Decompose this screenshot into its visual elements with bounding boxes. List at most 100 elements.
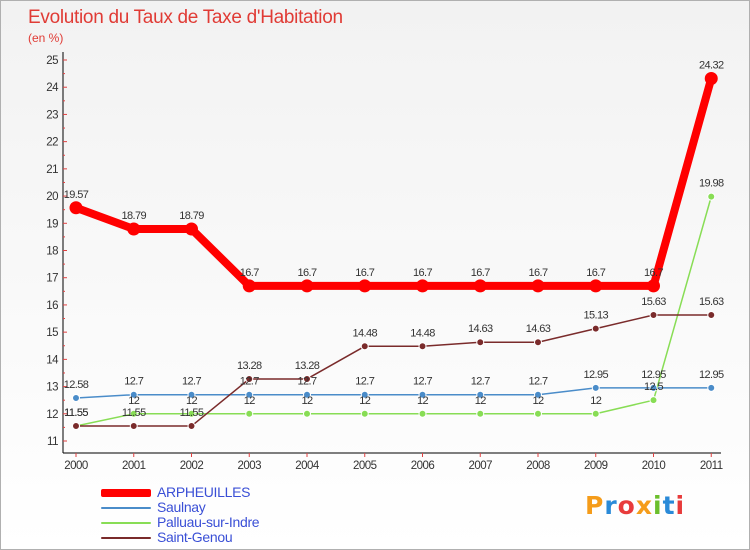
data-point — [303, 409, 311, 418]
data-point — [476, 390, 485, 399]
data-point — [185, 222, 198, 236]
x-tick-label: 2005 — [353, 460, 377, 472]
data-label: 11.55 — [64, 407, 88, 419]
data-label: 16.7 — [297, 267, 316, 279]
y-tick-label: 24 — [46, 82, 59, 94]
y-tick-label: 15 — [46, 327, 58, 339]
data-label: 12.95 — [699, 369, 724, 381]
data-label: 12 — [359, 395, 371, 407]
data-label: 12 — [532, 395, 544, 407]
data-point — [649, 310, 658, 319]
data-label: 11.55 — [122, 407, 146, 419]
data-point — [591, 409, 600, 418]
data-point — [534, 338, 542, 347]
data-point — [72, 394, 80, 403]
data-label: 15.63 — [641, 296, 666, 308]
chart-axes: 11 12 13 14 15 16 17 18 19 20 21 22 23 24 25 2000 2001 20… — [46, 52, 723, 472]
data-point — [358, 279, 372, 293]
proxiti-logo: Proxiti — [585, 491, 686, 520]
data-point — [187, 422, 196, 431]
series-line-palluau-sur-indre — [75, 195, 712, 427]
data-label: 12.7 — [528, 376, 547, 388]
y-tick-label: 22 — [46, 137, 58, 149]
chart-subtitle: (en %) — [28, 31, 64, 45]
data-point — [647, 279, 660, 293]
x-tick-label: 2004 — [295, 460, 320, 472]
y-tick-label: 18 — [46, 246, 58, 258]
data-label: 12.7 — [124, 376, 143, 388]
data-point — [707, 383, 716, 392]
data-label: 12 — [186, 395, 198, 407]
x-tick-label: 2008 — [526, 460, 550, 472]
data-point — [476, 338, 485, 347]
data-point — [534, 409, 542, 418]
data-point — [418, 342, 427, 351]
data-label: 12 — [301, 395, 313, 407]
data-point — [360, 409, 369, 418]
data-point — [127, 222, 141, 236]
data-label: 16.7 — [471, 267, 490, 279]
series-line-arpheuilles — [72, 74, 716, 290]
data-label: 12.58 — [64, 379, 89, 391]
data-point — [591, 324, 600, 333]
data-label: 12.7 — [297, 376, 316, 388]
series-points — [69, 72, 718, 431]
data-label: 13.28 — [237, 360, 262, 372]
x-tick-label: 2002 — [180, 460, 204, 472]
legend-swatch — [101, 489, 151, 497]
legend-label: Palluau-sur-Indre — [157, 514, 260, 530]
data-label: 12.5 — [644, 381, 663, 393]
data-point — [187, 390, 196, 399]
data-label: 12 — [417, 395, 429, 407]
y-tick-label: 20 — [46, 191, 58, 203]
data-label: 12 — [244, 395, 256, 407]
series-line-saint-genou — [75, 314, 712, 427]
x-tick-label: 2009 — [584, 460, 608, 472]
data-point — [245, 409, 254, 418]
legend-swatch — [101, 507, 151, 509]
data-point — [245, 390, 254, 399]
y-tick-label: 17 — [46, 273, 58, 285]
data-label: 18.79 — [179, 210, 204, 222]
y-tick-label: 13 — [46, 382, 58, 394]
data-point — [591, 383, 600, 392]
legend-swatch — [101, 537, 151, 539]
data-point — [534, 390, 542, 399]
data-point — [418, 390, 427, 399]
data-point — [589, 279, 603, 293]
data-point — [707, 192, 716, 201]
y-tick-label: 16 — [46, 300, 58, 312]
y-tick-label: 11 — [47, 436, 58, 448]
x-tick-label: 2003 — [237, 460, 261, 472]
legend-label: Saint-Genou — [157, 529, 233, 545]
data-point — [129, 422, 138, 431]
x-tick-label: 2010 — [642, 460, 666, 472]
chart-title: Evolution du Taux de Taxe d'Habitation — [28, 7, 343, 28]
y-tick-label: 19 — [46, 218, 58, 230]
data-label: 16.7 — [644, 267, 663, 279]
legend-swatch — [101, 522, 151, 524]
legend-label: ARPHEUILLES — [157, 484, 251, 500]
data-label: 19.57 — [64, 189, 89, 201]
data-label: 15.13 — [583, 310, 608, 322]
data-label: 12 — [475, 395, 487, 407]
data-label: 18.79 — [121, 210, 146, 222]
y-tick-label: 25 — [46, 55, 58, 67]
data-point — [300, 279, 314, 293]
data-label: 16.7 — [528, 267, 547, 279]
data-point — [129, 409, 138, 418]
data-label: 14.63 — [468, 323, 493, 335]
y-tick-label: 23 — [46, 109, 58, 121]
data-point — [707, 310, 716, 319]
data-point — [649, 396, 658, 405]
data-point — [129, 390, 138, 399]
x-tick-label: 2006 — [411, 460, 435, 472]
data-point — [303, 374, 311, 383]
data-label: 12.7 — [355, 376, 374, 388]
data-label: 14.63 — [526, 323, 551, 335]
data-point — [473, 279, 487, 293]
data-point — [360, 342, 369, 351]
data-point — [416, 279, 429, 293]
